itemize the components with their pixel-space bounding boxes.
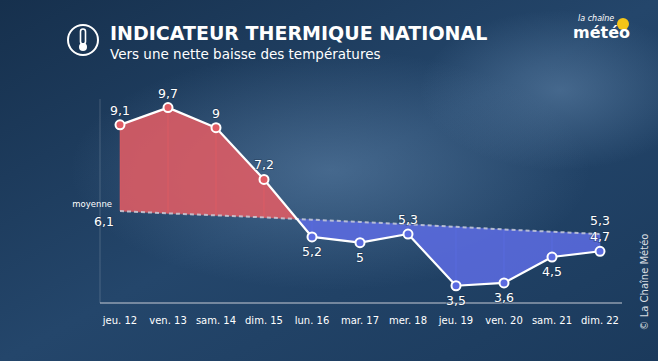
x-axis-line: [100, 302, 622, 303]
x-tick-label: mar. 17: [341, 315, 379, 326]
data-label: 3,6: [494, 290, 514, 305]
data-label: 7,2: [254, 157, 274, 172]
x-tick-label: ven. 13: [149, 315, 187, 326]
x-tick-label: lun. 16: [295, 315, 330, 326]
plot-area: [116, 103, 605, 290]
data-label: 9,7: [158, 86, 178, 101]
temperature-point: [260, 175, 269, 184]
thermometer-icon: [68, 25, 98, 55]
x-tick-label: dim. 22: [581, 315, 619, 326]
temperature-point: [308, 232, 317, 241]
icon-bulb: [79, 43, 87, 51]
temperature-point: [116, 120, 125, 129]
x-tick-label: dim. 15: [245, 315, 283, 326]
data-label: 9,1: [110, 103, 130, 118]
temperature-point: [404, 230, 413, 239]
average-name: moyenne: [72, 199, 112, 209]
temperature-point: [596, 247, 605, 256]
icon-ring: [68, 25, 98, 55]
data-label: 9: [212, 106, 220, 121]
x-tick-label: jeu. 19: [438, 315, 473, 326]
x-tick-label: sam. 21: [532, 315, 572, 326]
average-label: 6,1: [94, 214, 114, 229]
x-tick-label: mer. 18: [389, 315, 427, 326]
data-label: 5,2: [302, 244, 322, 259]
credit: © La Chaîne Météo: [639, 234, 650, 331]
temperature-point: [212, 123, 221, 132]
x-tick-label: sam. 14: [196, 315, 236, 326]
difference-area: [120, 108, 168, 214]
temperature-point: [500, 278, 509, 287]
data-label: 4,7: [590, 229, 610, 244]
x-tick-label: ven. 20: [485, 315, 523, 326]
temperature-point: [164, 103, 173, 112]
temperature-line: [120, 108, 600, 286]
logo-top: la chaîne: [578, 14, 614, 23]
x-tick-label: jeu. 12: [102, 315, 137, 326]
data-label: 3,5: [446, 293, 466, 308]
logo-bottom: météo: [573, 23, 630, 42]
average-label: 5,3: [590, 213, 610, 228]
data-label: 5: [356, 250, 364, 265]
title: INDICATEUR THERMIQUE NATIONAL: [110, 22, 487, 44]
data-label: 5,3: [398, 212, 418, 227]
data-label: 4,5: [542, 264, 562, 279]
temperature-point: [548, 253, 557, 262]
subtitle: Vers une nette baisse des températures: [110, 46, 380, 62]
average-line: [120, 211, 600, 234]
icon-stem: [81, 29, 86, 44]
logo: la chaînemétéo: [573, 14, 630, 42]
difference-area: [456, 227, 504, 286]
temperature-point: [452, 281, 461, 290]
temperature-point: [356, 238, 365, 247]
